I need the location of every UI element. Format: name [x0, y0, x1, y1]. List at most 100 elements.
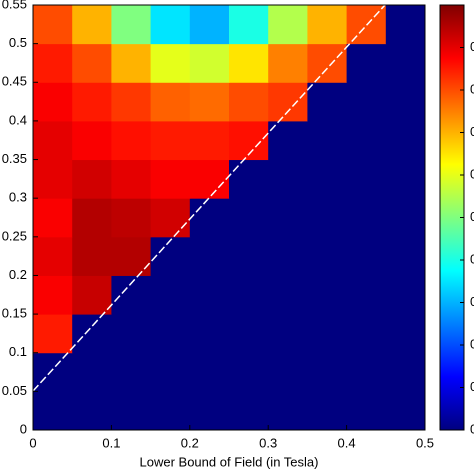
heat-cell	[189, 275, 230, 315]
heat-cell	[111, 352, 152, 392]
heat-cell	[150, 275, 191, 315]
heat-cell	[111, 391, 152, 431]
heat-cell	[189, 82, 230, 122]
heat-cell	[307, 314, 348, 354]
heat-cell	[307, 82, 348, 122]
heat-cell	[72, 314, 112, 354]
y-tick-label: 0.55	[2, 0, 27, 11]
heat-cell	[346, 43, 387, 83]
heat-cell	[72, 82, 112, 122]
heat-cell	[268, 314, 308, 354]
heat-cell	[307, 120, 348, 161]
heat-cell	[346, 120, 387, 161]
heatmap	[33, 5, 426, 431]
heat-cell	[268, 275, 308, 315]
y-tick-label: 0.45	[2, 74, 27, 89]
y-tick-label: 0	[20, 421, 27, 436]
heat-cell	[72, 236, 112, 276]
heat-cell	[72, 5, 112, 45]
heat-cell	[189, 120, 230, 161]
heat-cell	[385, 391, 426, 431]
heat-cell	[268, 159, 308, 199]
x-axis-label: Lower Bound of Field (in Tesla)	[140, 454, 319, 469]
y-tick-label: 0.05	[2, 383, 27, 398]
heat-cell	[189, 198, 230, 238]
heat-cell	[150, 391, 191, 431]
heat-cell	[72, 352, 112, 392]
colorbar-tick-label: 0.5	[470, 209, 474, 224]
x-tick-label: 0.1	[102, 435, 120, 450]
heat-cell	[33, 5, 73, 45]
heat-cell	[189, 391, 230, 431]
heat-cell	[385, 120, 426, 161]
heat-cell	[72, 198, 112, 238]
x-tick-label: 0.2	[181, 435, 199, 450]
heat-cell	[229, 314, 269, 354]
heat-cell	[150, 314, 191, 354]
heat-cell	[111, 82, 152, 122]
y-tick-label: 0.3	[9, 190, 27, 205]
heat-cell	[111, 5, 152, 45]
heat-cell	[33, 391, 73, 431]
heat-cell	[268, 82, 308, 122]
heat-cell	[346, 391, 387, 431]
heat-cell	[72, 159, 112, 199]
y-tick-label: 0.35	[2, 151, 27, 166]
heat-cell	[385, 236, 426, 276]
heat-cell	[111, 236, 152, 276]
heat-cell	[189, 236, 230, 276]
heat-cell	[111, 275, 152, 315]
heat-cell	[307, 352, 348, 392]
colorbar-tick-label: 0.4	[470, 251, 474, 266]
heat-cell	[385, 159, 426, 199]
heat-cell	[385, 198, 426, 238]
heat-cell	[307, 391, 348, 431]
heat-cell	[307, 159, 348, 199]
heat-cell	[150, 352, 191, 392]
colorbar-tick-label: 0.2	[470, 336, 474, 351]
heat-cell	[307, 43, 348, 83]
heat-cell	[268, 391, 308, 431]
heat-cell	[268, 236, 308, 276]
colorbar-tick-label: 0.3	[470, 294, 474, 309]
heat-cell	[268, 120, 308, 161]
heat-cell	[346, 198, 387, 238]
heat-cell	[268, 352, 308, 392]
heat-cell	[229, 236, 269, 276]
plot-frame	[32, 4, 426, 431]
heat-cell	[346, 236, 387, 276]
heat-cell	[33, 275, 73, 315]
colorbar-tick-label: 0.6	[470, 166, 474, 181]
heat-cell	[33, 236, 73, 276]
y-tick-label: 0.1	[9, 344, 27, 359]
heat-cell	[229, 198, 269, 238]
boundary-line	[32, 4, 386, 392]
heat-cell	[229, 159, 269, 199]
heat-cell	[189, 314, 230, 354]
heat-cell	[346, 82, 387, 122]
colorbar-tick-label: 0.1	[470, 379, 474, 394]
heat-cell	[346, 275, 387, 315]
heat-cell	[150, 120, 191, 161]
x-tick-label: 0.3	[259, 435, 277, 450]
heat-cell	[150, 5, 191, 45]
heat-cell	[33, 352, 73, 392]
heat-cell	[229, 352, 269, 392]
heat-cell	[72, 120, 112, 161]
colorbar-tick-label: 0.9	[470, 39, 474, 54]
heat-cell	[33, 314, 73, 354]
heat-cell	[385, 43, 426, 83]
heat-cell	[229, 82, 269, 122]
x-tick-label: 0.4	[338, 435, 356, 450]
y-tick-label: 0.2	[9, 267, 27, 282]
heat-cell	[307, 5, 348, 45]
heat-cell	[189, 159, 230, 199]
heat-cell	[307, 275, 348, 315]
heat-cell	[150, 198, 191, 238]
heat-cell	[385, 275, 426, 315]
heat-cell	[229, 5, 269, 45]
heat-cell	[72, 43, 112, 83]
y-tick-label: 0.25	[2, 228, 27, 243]
heat-cell	[33, 198, 73, 238]
heat-cell	[385, 82, 426, 122]
